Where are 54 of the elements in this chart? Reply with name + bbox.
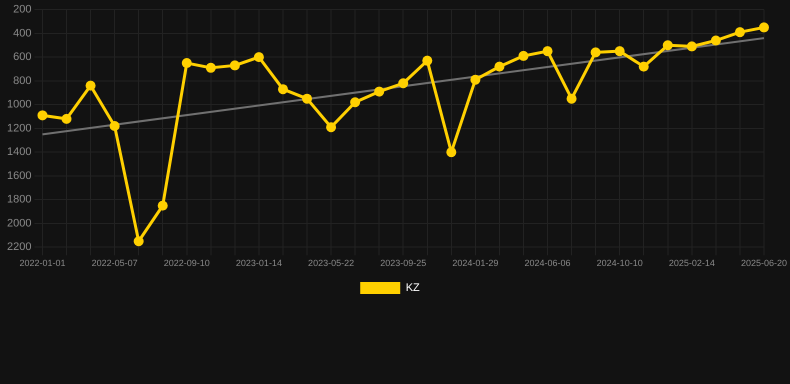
x-tick-label: 2024-10-10 (596, 258, 643, 268)
point (470, 74, 480, 85)
point (542, 46, 553, 56)
point (302, 94, 312, 104)
point (614, 46, 625, 56)
point (734, 27, 745, 38)
point (710, 35, 721, 46)
point (422, 56, 432, 66)
point (134, 236, 144, 246)
x-tick-label: 2023-05-22 (308, 258, 354, 268)
x-tick-label: 2022-09-10 (164, 258, 210, 268)
point (182, 58, 192, 68)
x-tick-label: 2025-02-14 (668, 258, 715, 268)
x-tick-label: 2025-06-20 (740, 258, 788, 268)
x-tick-label: 2024-01-29 (452, 258, 498, 268)
y-tick-label: 1400 (6, 146, 32, 158)
y-tick-label: 600 (13, 51, 32, 64)
x-tick-label: 2024-06-06 (524, 258, 571, 268)
point (518, 50, 528, 61)
point (230, 60, 240, 70)
point (278, 84, 288, 94)
y-tick-label: 2000 (6, 217, 32, 230)
point (566, 94, 577, 104)
point (638, 62, 649, 72)
y-tick-label: 1600 (6, 170, 32, 182)
x-tick-label: 2022-05-07 (92, 258, 138, 268)
point (590, 47, 601, 58)
point (374, 86, 384, 97)
x-tick-label: 2023-09-25 (380, 258, 426, 268)
y-tick-label: 200 (13, 4, 32, 16)
point (86, 80, 96, 91)
y-tick-label: 1200 (6, 122, 32, 134)
legend-label: KZ (406, 282, 420, 294)
point (326, 122, 336, 132)
point (686, 41, 697, 52)
point (494, 62, 504, 72)
point (758, 22, 769, 32)
point (350, 97, 360, 108)
point (446, 147, 456, 158)
y-tick-label: 2200 (6, 241, 32, 254)
y-tick-label: 400 (13, 27, 32, 40)
point (662, 40, 673, 50)
point (110, 121, 120, 132)
y-tick-label: 1800 (6, 194, 32, 206)
x-tick-label: 2023-01-14 (236, 258, 282, 268)
point (206, 62, 216, 73)
point (62, 114, 72, 124)
point (398, 78, 408, 88)
y-tick-label: 1000 (6, 98, 32, 111)
point (254, 52, 264, 62)
y-tick-label: 800 (13, 74, 32, 87)
x-tick-label: 2022-01-01 (19, 258, 66, 268)
point (37, 110, 48, 120)
point (158, 200, 168, 211)
